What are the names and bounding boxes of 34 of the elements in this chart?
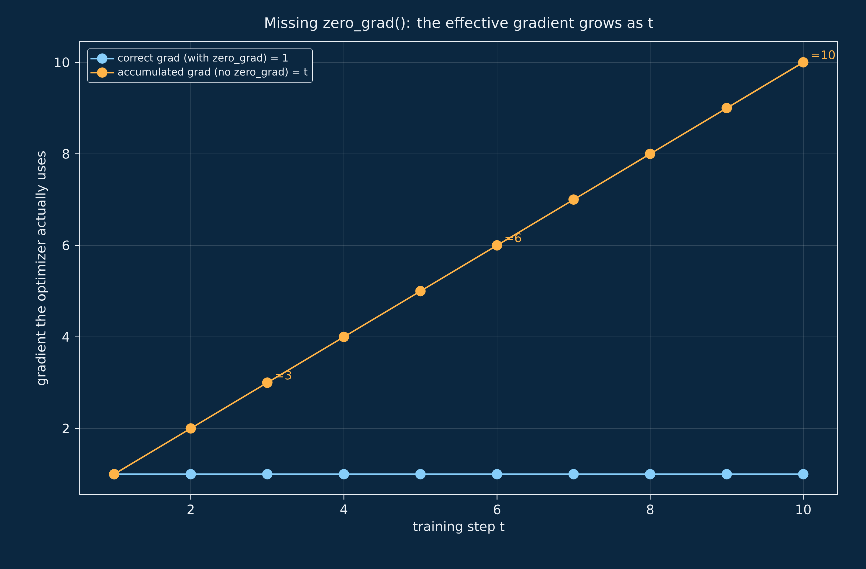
point <box>722 469 732 480</box>
x-tick-label: 6 <box>494 504 501 515</box>
y-axis-title: gradient the optimizer actually uses <box>36 152 48 386</box>
point <box>338 332 350 342</box>
point <box>798 469 809 480</box>
point <box>645 469 656 480</box>
x-tick-label: 4 <box>340 504 348 514</box>
point <box>338 469 350 480</box>
point <box>568 469 580 480</box>
y-tick-label: 2 <box>62 424 69 434</box>
point <box>645 148 656 160</box>
x-axis-title: training step t <box>413 521 505 534</box>
point <box>262 378 273 388</box>
point <box>722 103 732 114</box>
point <box>568 194 580 206</box>
x-tick-label: 8 <box>647 504 654 515</box>
point <box>186 469 196 480</box>
y-tick-label: 4 <box>62 332 70 342</box>
x-tick-label: 10 <box>796 504 811 515</box>
legend-label: accumulated grad (no zero_grad) = t <box>118 68 308 78</box>
legend-label: correct grad (with zero_grad) = 1 <box>118 54 288 64</box>
point <box>492 469 502 480</box>
y-tick-label: 6 <box>62 240 70 251</box>
point <box>186 423 196 434</box>
point <box>416 286 426 297</box>
point <box>262 469 273 480</box>
point <box>798 57 809 68</box>
point <box>492 240 502 251</box>
y-tick-label: 8 <box>62 149 70 160</box>
annotation: =10 <box>812 50 836 60</box>
x-tick-label: 2 <box>188 504 194 514</box>
point <box>416 469 426 480</box>
chart-title: Missing zero_grad(): the effective gradient grows as t <box>266 17 654 32</box>
y-tick-label: 10 <box>55 58 70 68</box>
